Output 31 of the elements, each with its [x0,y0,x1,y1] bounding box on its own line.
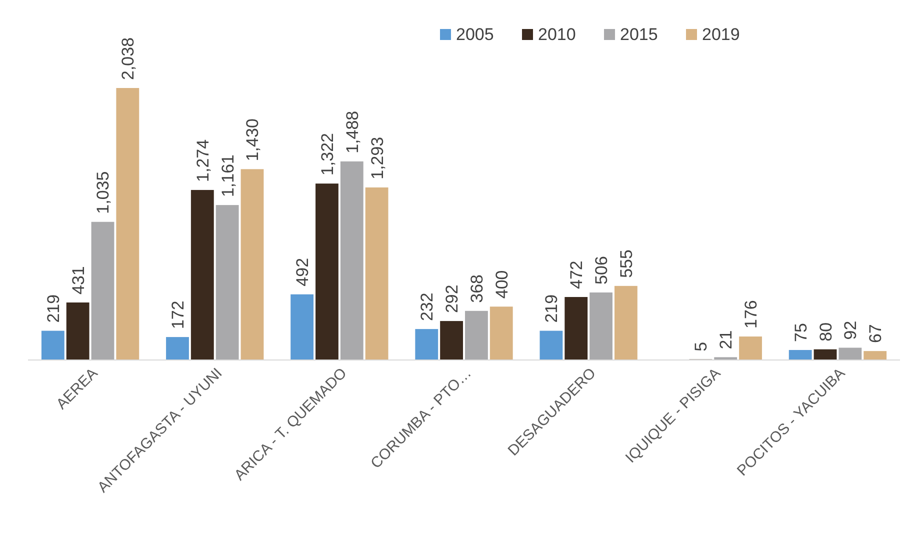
data-label: 1,488 [342,110,362,154]
data-label: 506 [592,256,612,284]
data-label: 1,035 [94,171,113,214]
legend-label: 2019 [702,25,740,44]
data-label: 21 [716,330,736,350]
data-label: 5 [692,342,711,352]
data-label: 2,038 [118,37,138,80]
data-label: 219 [44,294,63,323]
data-label: 368 [467,274,486,303]
data-label: 1,293 [368,136,387,180]
data-label: 67 [866,324,886,344]
data-label: 555 [616,250,636,278]
data-label: 219 [542,294,562,323]
data-label: 1,430 [243,118,262,162]
legend-label: 2005 [456,25,494,44]
data-label: 1,161 [218,154,238,198]
data-label: 172 [168,300,188,330]
data-label: 80 [816,322,836,342]
data-label: 472 [567,260,586,290]
data-label: 1,274 [193,139,212,182]
data-label: 92 [841,320,860,340]
data-label: 232 [418,292,437,322]
data-label: 176 [742,300,761,329]
legend-label: 2015 [620,25,658,44]
data-label: 400 [492,270,512,299]
data-label: 1,322 [318,133,337,176]
data-label: 292 [442,284,462,314]
data-label: 431 [68,266,88,294]
data-label: 492 [293,258,312,286]
data-label: 75 [791,323,810,342]
legend-label: 2010 [538,25,576,44]
